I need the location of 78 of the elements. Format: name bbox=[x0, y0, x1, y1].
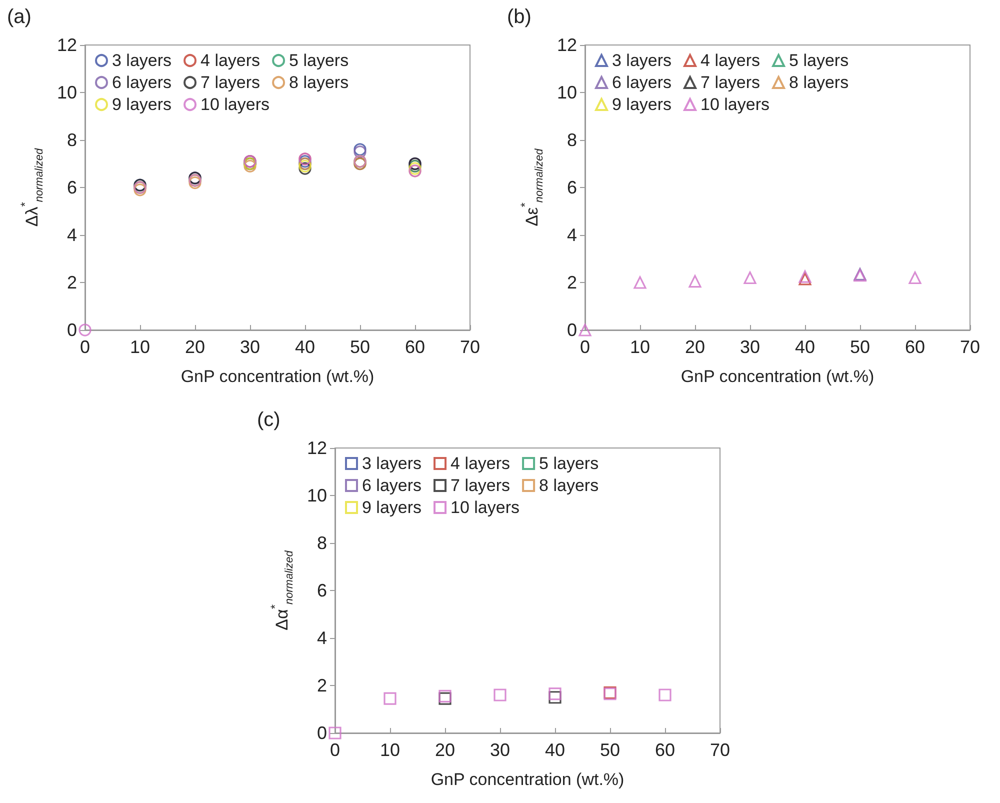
legend-label: 7 layers bbox=[200, 73, 260, 92]
x-axis-title: GnP concentration (wt.%) bbox=[680, 367, 874, 386]
legend-label: 5 layers bbox=[789, 51, 849, 70]
x-tick-label: 40 bbox=[294, 337, 316, 357]
x-tick-label: 30 bbox=[740, 337, 760, 357]
legend-label: 3 layers bbox=[362, 454, 422, 473]
x-tick-label: 0 bbox=[330, 740, 340, 760]
legend-label: 10 layers bbox=[700, 95, 770, 114]
chart-title: (c) bbox=[257, 409, 280, 431]
legend-label: 9 layers bbox=[612, 95, 672, 114]
legend-label: 8 layers bbox=[789, 73, 849, 92]
y-tick-label: 6 bbox=[566, 178, 577, 198]
y-axis-title: Δε*normalized bbox=[518, 148, 546, 226]
y-tick-label: 8 bbox=[66, 130, 77, 150]
y-tick-label: 2 bbox=[66, 272, 77, 292]
legend-label: 6 layers bbox=[362, 476, 422, 495]
x-tick-label: 40 bbox=[544, 740, 566, 760]
y-axis-title: Δλ*normalized bbox=[18, 147, 46, 227]
y-tick-label: 8 bbox=[316, 533, 327, 553]
legend-label: 4 layers bbox=[200, 51, 260, 70]
x-tick-label: 10 bbox=[630, 337, 650, 357]
x-tick-label: 10 bbox=[380, 740, 400, 760]
legend-label: 10 layers bbox=[200, 95, 270, 114]
y-tick-label: 2 bbox=[566, 272, 577, 292]
y-tick-label: 12 bbox=[56, 35, 77, 55]
y-tick-label: 0 bbox=[66, 320, 77, 340]
x-tick-label: 70 bbox=[710, 740, 730, 760]
y-tick-label: 12 bbox=[306, 438, 327, 458]
y-tick-label: 10 bbox=[306, 486, 327, 506]
x-tick-label: 30 bbox=[490, 740, 510, 760]
legend-label: 9 layers bbox=[362, 498, 422, 517]
y-tick-label: 10 bbox=[56, 82, 77, 102]
x-tick-label: 0 bbox=[80, 337, 90, 357]
legend-label: 6 layers bbox=[112, 73, 172, 92]
x-tick-label: 70 bbox=[960, 337, 980, 357]
legend-label: 3 layers bbox=[612, 51, 672, 70]
y-tick-label: 0 bbox=[316, 723, 327, 743]
y-tick-label: 6 bbox=[66, 178, 77, 198]
x-tick-label: 20 bbox=[184, 337, 206, 357]
y-tick-label: 6 bbox=[316, 580, 327, 600]
legend-label: 8 layers bbox=[539, 476, 599, 495]
legend-label: 7 layers bbox=[700, 73, 760, 92]
legend-label: 5 layers bbox=[539, 454, 599, 473]
legend-label: 6 layers bbox=[612, 73, 672, 92]
legend-label: 4 layers bbox=[450, 454, 510, 473]
x-tick-label: 10 bbox=[130, 337, 150, 357]
legend-label: 7 layers bbox=[450, 476, 510, 495]
legend-label: 3 layers bbox=[112, 51, 172, 70]
chart-title: (b) bbox=[507, 6, 532, 28]
x-tick-label: 40 bbox=[794, 337, 816, 357]
y-axis-title: Δα*normalized bbox=[268, 550, 296, 630]
x-tick-label: 60 bbox=[654, 740, 676, 760]
legend-label: 4 layers bbox=[700, 51, 760, 70]
y-tick-label: 0 bbox=[566, 320, 577, 340]
legend-label: 5 layers bbox=[289, 51, 349, 70]
y-tick-label: 8 bbox=[566, 130, 577, 150]
x-tick-label: 50 bbox=[850, 337, 870, 357]
x-tick-label: 60 bbox=[904, 337, 926, 357]
x-tick-label: 50 bbox=[350, 337, 370, 357]
legend-label: 10 layers bbox=[450, 498, 520, 517]
y-tick-label: 12 bbox=[556, 35, 577, 55]
x-tick-label: 30 bbox=[240, 337, 260, 357]
x-tick-label: 20 bbox=[434, 740, 456, 760]
y-tick-label: 4 bbox=[66, 225, 77, 245]
y-tick-label: 4 bbox=[316, 628, 327, 648]
y-tick-label: 2 bbox=[316, 676, 327, 696]
x-tick-label: 0 bbox=[580, 337, 590, 357]
chart-title: (a) bbox=[7, 6, 32, 28]
legend-label: 8 layers bbox=[289, 73, 349, 92]
legend-label: 9 layers bbox=[112, 95, 172, 114]
x-tick-label: 50 bbox=[600, 740, 620, 760]
x-tick-label: 20 bbox=[684, 337, 706, 357]
x-tick-label: 70 bbox=[460, 337, 480, 357]
x-axis-title: GnP concentration (wt.%) bbox=[180, 367, 374, 386]
y-tick-label: 4 bbox=[566, 225, 577, 245]
y-tick-label: 10 bbox=[556, 82, 577, 102]
x-tick-label: 60 bbox=[404, 337, 426, 357]
x-axis-title: GnP concentration (wt.%) bbox=[430, 770, 624, 789]
